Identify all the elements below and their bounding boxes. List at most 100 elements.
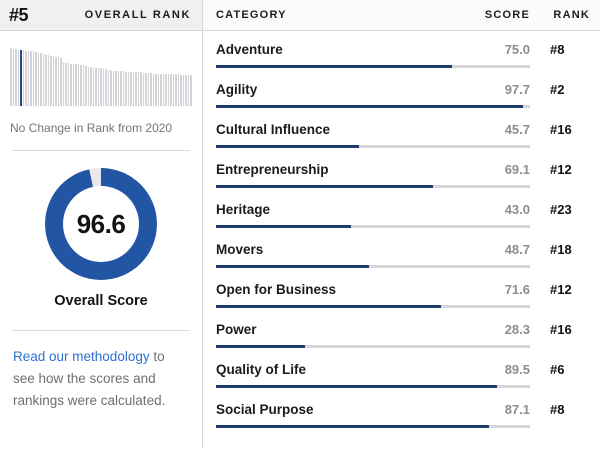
column-header-rank: RANK [553, 9, 590, 21]
score-bar-track [216, 425, 530, 428]
category-label: Movers [216, 242, 264, 257]
rank-value: #2 [550, 82, 565, 97]
rank-bar [45, 54, 47, 106]
rank-bar [162, 73, 164, 106]
rank-bar [47, 54, 49, 106]
rank-value: #12 [550, 282, 572, 297]
rank-bar-highlighted [20, 49, 22, 106]
overall-score-label: Overall Score [54, 293, 148, 309]
category-label: Power [216, 322, 257, 337]
rank-bar [112, 70, 114, 106]
score-bar-track [216, 225, 530, 228]
score-bar-track [216, 185, 530, 188]
score-bar-track [216, 345, 530, 348]
category-label: Social Purpose [216, 402, 314, 417]
rank-bar [50, 55, 52, 106]
overall-score-donut: 96.6 [45, 168, 157, 280]
rank-bar [135, 72, 137, 106]
score-value: 87.1 [504, 402, 530, 417]
score-value: 48.7 [504, 242, 530, 257]
rank-bar [120, 71, 122, 106]
rank-bar [175, 74, 177, 106]
rank-bar [87, 66, 89, 106]
rank-bar [92, 67, 94, 106]
rank-bar [15, 49, 17, 106]
rank-bar [10, 48, 12, 106]
rank-bar [165, 74, 167, 106]
rank-bar [130, 71, 132, 106]
rank-bar [147, 72, 149, 106]
score-bar-fill [216, 185, 433, 188]
rank-bar [97, 68, 99, 106]
rank-bar [110, 70, 112, 106]
methodology-link[interactable]: Read our methodology [13, 349, 150, 364]
rank-bar [100, 68, 102, 106]
donut-hole: 96.6 [63, 186, 139, 262]
methodology-text: Read our methodology to see how the scor… [13, 346, 189, 412]
overall-rank-caption: OVERALL RANK [84, 9, 191, 21]
rank-bar [125, 71, 127, 106]
score-bar-track [216, 265, 530, 268]
divider [12, 330, 190, 331]
rank-value: #16 [550, 122, 572, 137]
rank-bar [145, 72, 147, 106]
category-label: Entrepreneurship [216, 162, 329, 177]
score-bar-fill [216, 385, 498, 388]
category-label: Heritage [216, 202, 271, 217]
score-bar-track [216, 385, 530, 388]
table-row: Entrepreneurship 69.1 #12 [216, 151, 590, 191]
score-bar-track [216, 305, 530, 308]
rank-bar [170, 74, 172, 106]
rank-bar [150, 72, 152, 106]
score-bar-fill [216, 345, 305, 348]
score-value: 75.0 [504, 42, 530, 57]
rank-bar [52, 56, 54, 106]
rank-value: #16 [550, 322, 572, 337]
rank-bar [57, 57, 59, 106]
score-value: 69.1 [504, 162, 530, 177]
table-row: Agility 97.7 #2 [216, 71, 590, 111]
rank-bar [177, 74, 179, 106]
category-label: Agility [216, 82, 258, 97]
rank-bar [35, 52, 37, 106]
rank-bar [22, 50, 24, 106]
table-header: CATEGORY SCORE RANK [203, 0, 600, 31]
overall-rank-header: #5 OVERALL RANK [0, 0, 202, 31]
score-bar-track [216, 105, 530, 108]
rank-bar [40, 53, 42, 106]
rank-bar [157, 73, 159, 106]
rank-bar [155, 73, 157, 106]
rank-bar [182, 74, 184, 106]
rank-change-note: No Change in Rank from 2020 [10, 121, 173, 135]
rank-bar [30, 51, 32, 106]
table-row: Cultural Influence 45.7 #16 [216, 111, 590, 151]
score-value: 45.7 [504, 122, 530, 137]
rank-bar [160, 73, 162, 106]
overall-score-value: 96.6 [76, 208, 126, 239]
rank-bar [12, 48, 14, 106]
rank-bar [77, 64, 79, 106]
rank-bar [122, 71, 124, 106]
table-body: Adventure 75.0 #8 Agility 97.7 #2 Cultur… [203, 31, 600, 431]
rank-bar [42, 53, 44, 106]
rank-bar [117, 71, 119, 106]
rank-bar [82, 65, 84, 106]
score-bar-fill [216, 145, 360, 148]
rank-value: #23 [550, 202, 572, 217]
table-row: Social Purpose 87.1 #8 [216, 391, 590, 431]
category-label: Quality of Life [216, 362, 307, 377]
divider [12, 150, 190, 151]
score-value: 28.3 [504, 322, 530, 337]
rank-bar [185, 74, 187, 106]
rank-bar [180, 74, 182, 106]
rank-value: #18 [550, 242, 572, 257]
methodology-rest: to see how the scores and rankings were … [13, 349, 166, 408]
rank-bar [62, 61, 64, 106]
score-value: 71.6 [504, 282, 530, 297]
score-bar-fill [216, 225, 352, 228]
category-label: Cultural Influence [216, 122, 331, 137]
rank-value: #8 [550, 42, 565, 57]
score-bar-fill [216, 65, 452, 68]
category-scores-table: CATEGORY SCORE RANK Adventure 75.0 #8 Ag… [203, 0, 600, 449]
score-bar-fill [216, 305, 441, 308]
